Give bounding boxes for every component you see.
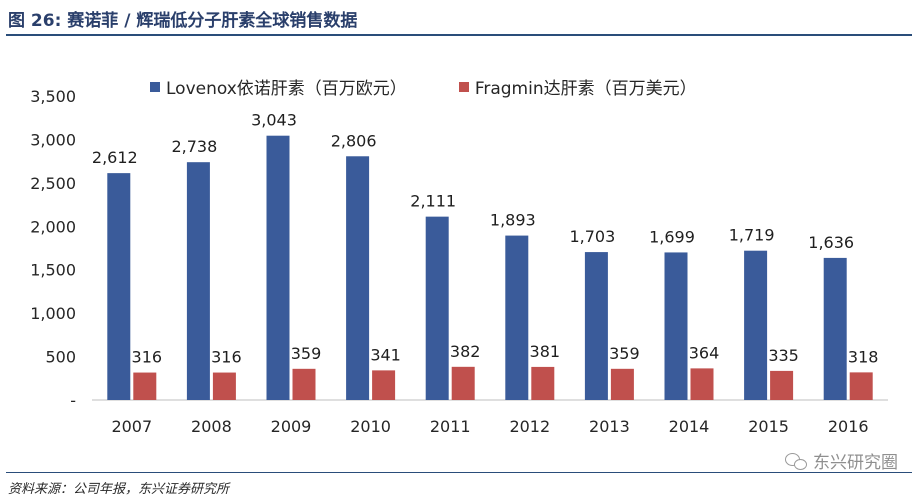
page-title: 图 26: 赛诺菲 / 辉瑞低分子肝素全球销售数据 (8, 11, 358, 31)
y-tick-label: 3,500 (30, 87, 76, 106)
data-label-fragmin: 316 (211, 348, 242, 367)
x-tick-label: 2013 (589, 417, 630, 436)
y-tick-label: 3,000 (30, 130, 76, 149)
data-label-fragmin: 382 (450, 342, 481, 361)
data-label-lovenox: 2,806 (331, 131, 377, 150)
y-tick-label: 2,500 (30, 174, 76, 193)
watermark: 东兴研究圈 (785, 448, 898, 473)
bar-lovenox (744, 250, 768, 400)
data-label-lovenox: 3,043 (251, 111, 297, 130)
bar-fragmin (451, 366, 475, 400)
bar-fragmin (770, 370, 794, 400)
legend-label-fragmin: Fragmin达肝素（百万美元） (474, 79, 697, 99)
x-tick-label: 2016 (828, 417, 869, 436)
bar-chart: - 500 1,000 1,500 2,000 2,500 3,000 3,500 2,612 3… (30, 87, 888, 436)
bar-fragmin (610, 368, 634, 400)
data-label-lovenox: 1,703 (569, 227, 615, 246)
x-tick-label: 2007 (111, 417, 152, 436)
y-tick-label: 1,000 (30, 304, 76, 323)
y-tick-label: - (70, 391, 76, 410)
source-note: 资料来源：公司年报，东兴证券研究所 (8, 482, 230, 497)
bar-fragmin (212, 372, 236, 400)
x-tick-label: 2009 (271, 417, 312, 436)
legend-item-lovenox: Lovenox依诺肝素（百万欧元） (150, 74, 407, 99)
bar-fragmin (690, 368, 714, 400)
bar-lovenox (346, 156, 370, 400)
footer-divider (6, 472, 912, 473)
data-label-fragmin: 364 (689, 343, 720, 362)
bar-lovenox (266, 135, 290, 400)
x-tick-label: 2012 (509, 417, 550, 436)
x-tick-label: 2015 (748, 417, 789, 436)
data-label-lovenox: 2,111 (410, 192, 456, 211)
bar-lovenox (186, 162, 210, 400)
legend-item-fragmin: Fragmin达肝素（百万美元） (458, 74, 697, 99)
y-tick-label: 2,000 (30, 217, 76, 236)
bar-lovenox (107, 173, 131, 400)
watermark-text: 东兴研究圈 (813, 453, 898, 473)
data-label-fragmin: 316 (132, 348, 163, 367)
data-label-lovenox: 1,636 (808, 233, 854, 252)
data-label-fragmin: 335 (768, 346, 799, 365)
bar-fragmin (849, 372, 873, 400)
data-label-fragmin: 359 (291, 344, 322, 363)
data-label-fragmin: 341 (370, 345, 401, 364)
data-label-lovenox: 1,699 (649, 227, 695, 246)
bar-fragmin (372, 370, 396, 400)
y-tick-label: 500 (45, 348, 76, 367)
legend-label-lovenox: Lovenox依诺肝素（百万欧元） (166, 79, 407, 99)
bar-fragmin (531, 366, 555, 400)
data-label-lovenox: 1,893 (490, 211, 536, 230)
bar-lovenox (505, 235, 529, 400)
data-label-fragmin: 359 (609, 344, 640, 363)
x-tick-label: 2008 (191, 417, 232, 436)
bar-fragmin (133, 372, 157, 400)
legend-swatch-lovenox (150, 81, 160, 92)
data-label-lovenox: 1,719 (729, 226, 775, 245)
legend-swatch-fragmin (458, 81, 469, 92)
wechat-icon (785, 452, 807, 470)
x-tick-label: 2011 (430, 417, 471, 436)
bar-fragmin (292, 368, 316, 400)
x-tick-label: 2010 (350, 417, 391, 436)
data-label-fragmin: 381 (530, 342, 561, 361)
y-tick-label: 1,500 (30, 261, 76, 280)
bar-lovenox (664, 252, 688, 400)
bar-lovenox (823, 257, 847, 400)
title-divider (6, 34, 912, 36)
data-label-fragmin: 318 (848, 347, 879, 366)
bar-lovenox (584, 252, 608, 400)
chart-legend: Lovenox依诺肝素（百万欧元） Fragmin达肝素（百万美元） (150, 74, 697, 99)
bar-lovenox (425, 216, 449, 400)
data-label-lovenox: 2,738 (171, 137, 217, 156)
x-tick-label: 2014 (669, 417, 710, 436)
data-label-lovenox: 2,612 (92, 148, 138, 167)
